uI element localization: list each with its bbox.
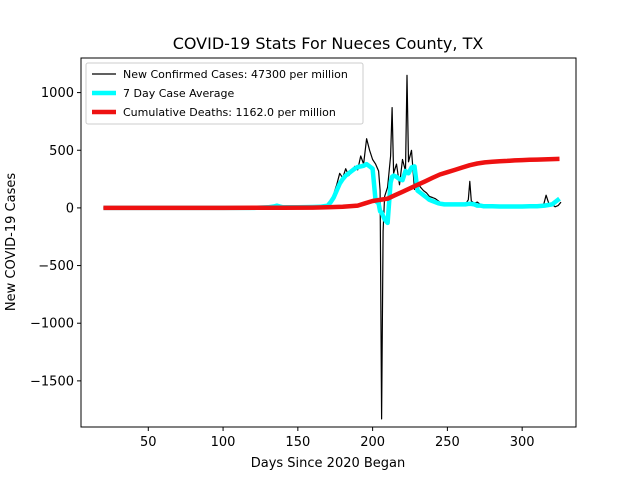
legend-box [85,62,364,125]
x-tick-label: 100 [211,435,236,450]
x-tick-label: 200 [360,435,385,450]
plot-area [103,74,562,420]
y-tick-label: −1000 [30,317,74,332]
series-layer [103,74,562,420]
y-axis-title: New COVID-19 Cases [4,173,19,311]
x-tick-label: 150 [285,435,310,450]
y-tick-label: 0 [66,201,74,216]
chart-title: COVID-19 Stats For Nueces County, TX [173,34,484,53]
x-tick-label: 50 [140,435,157,450]
y-tick-label: −1500 [30,374,74,389]
legend-entry-7day-average-label: 7 Day Case Average [123,87,235,100]
x-axis: 50 100 150 200 250 300 [140,427,535,450]
legend: New Confirmed Cases: 47300 per million 7 … [85,62,364,125]
y-tick-label: −500 [38,259,74,274]
x-tick-label: 300 [510,435,535,450]
legend-entry-cumulative-deaths-label: Cumulative Deaths: 1162.0 per million [123,106,336,119]
x-tick-label: 250 [435,435,460,450]
legend-entry-new-cases-label: New Confirmed Cases: 47300 per million [123,68,348,81]
y-tick-label: 500 [49,144,74,159]
y-axis: −1500 −1000 −500 0 500 1000 [30,86,81,389]
y-tick-label: 1000 [41,86,74,101]
plot-frame [80,57,577,428]
x-axis-title: Days Since 2020 Began [251,456,406,471]
series-cumulative-deaths-line [103,156,560,211]
